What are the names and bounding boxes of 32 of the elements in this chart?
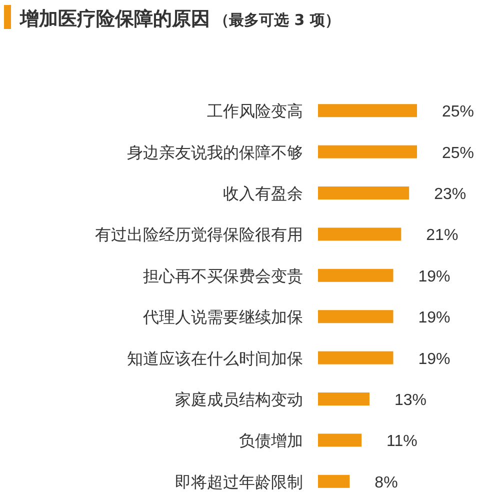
bar (318, 310, 394, 324)
y-tick-label: 收入有盈余 (223, 184, 303, 203)
data-label: 23% (434, 186, 466, 203)
bar (318, 268, 394, 282)
data-label: 25% (442, 144, 474, 162)
bar (318, 392, 370, 406)
y-tick-label: 家庭成员结构变动 (175, 390, 303, 409)
bar (318, 351, 394, 364)
data-label: 19% (418, 350, 450, 368)
bar (318, 104, 417, 118)
y-tick-label: 身边亲友说我的保障不够 (127, 142, 303, 162)
data-label: 19% (418, 310, 450, 327)
bar (318, 434, 362, 447)
data-label: 11% (386, 433, 418, 450)
bar (318, 474, 350, 488)
data-label: 19% (418, 268, 450, 286)
data-label: 21% (426, 227, 458, 244)
chart-subtitle: （最多可选 3 项） (214, 11, 340, 29)
bar (318, 228, 402, 241)
bar (318, 186, 410, 200)
y-tick-label: 工作风险变高 (207, 102, 303, 121)
y-tick-label: 代理人说需要继续加保 (142, 308, 303, 327)
y-tick-label: 知道应该在什么时间加保 (127, 348, 303, 368)
y-tick-label: 负债增加 (239, 431, 303, 450)
y-tick-label: 即将超过年龄限制 (175, 472, 303, 492)
y-tick-label: 有过出险经历觉得保险很有用 (95, 225, 303, 244)
y-tick-label: 担心再不买保费会变贵 (143, 266, 303, 286)
data-label: 13% (394, 392, 427, 409)
text: 增加医疗险保障的原因 (19, 8, 210, 30)
bar (318, 145, 417, 158)
data-label: 8% (374, 474, 398, 492)
data-label: 25% (442, 104, 474, 121)
